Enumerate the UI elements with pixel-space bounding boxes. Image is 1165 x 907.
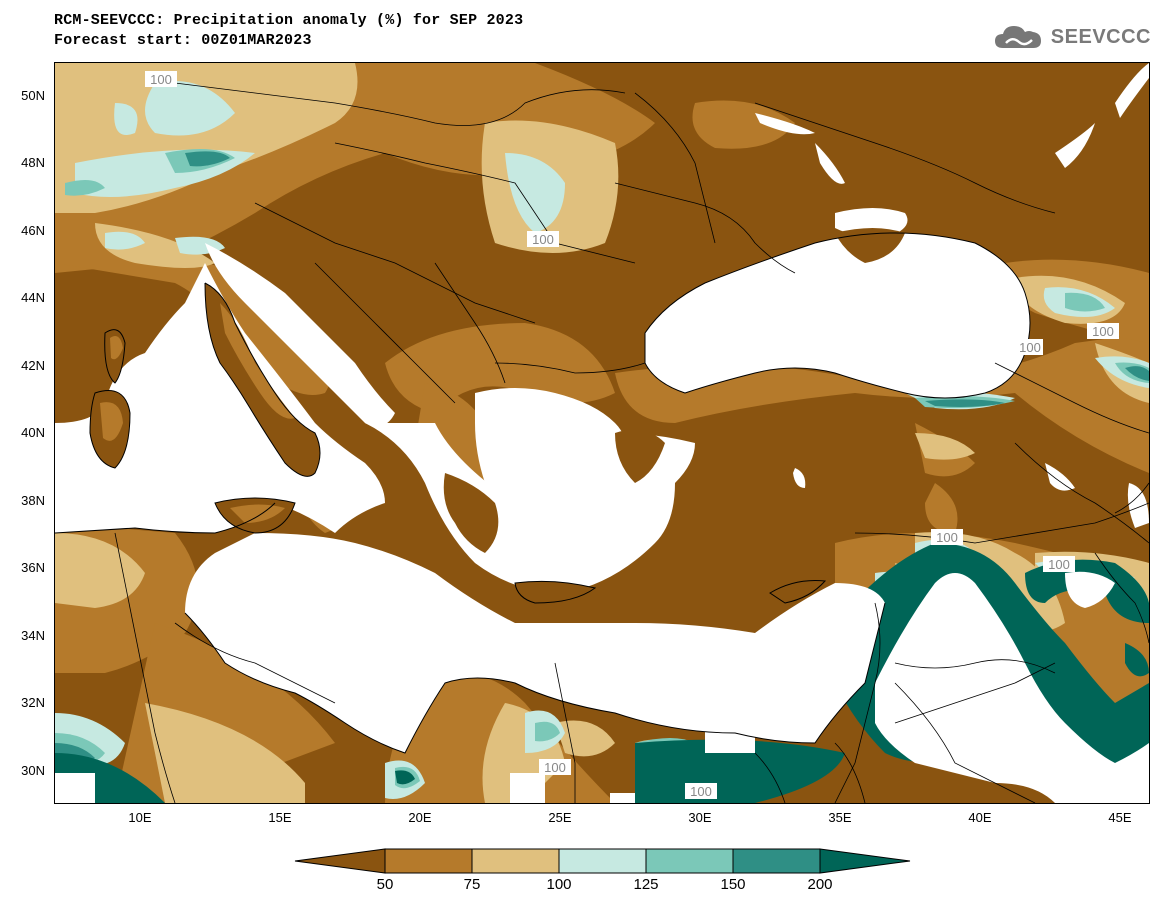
lat-label-30n: 30N bbox=[21, 763, 45, 778]
lat-label-48n: 48N bbox=[21, 155, 45, 170]
lon-label-20e: 20E bbox=[408, 810, 432, 825]
colorbar-segment-75-100 bbox=[471, 848, 560, 874]
colorbar-tick-label: 50 bbox=[376, 876, 394, 893]
logo-text: SEEVCCC bbox=[1050, 25, 1151, 48]
svg-text:100: 100 bbox=[544, 760, 566, 775]
colorbar-tick-label: 200 bbox=[807, 876, 833, 893]
lat-label-44n: 44N bbox=[21, 290, 45, 305]
contour-label: 100 bbox=[1043, 556, 1075, 572]
lat-label-32n: 32N bbox=[21, 695, 45, 710]
lon-label-45e: 45E bbox=[1108, 810, 1132, 825]
lat-label-38n: 38N bbox=[21, 493, 45, 508]
sea-areas bbox=[55, 63, 1149, 803]
colorbar-segment-150-200 bbox=[732, 848, 821, 874]
chart-title: RCM-SEEVCCC: Precipitation anomaly (%) f… bbox=[54, 12, 524, 29]
lat-label-46n: 46N bbox=[21, 223, 45, 238]
lon-label-30e: 30E bbox=[688, 810, 712, 825]
chart-subtitle: Forecast start: 00Z01MAR2023 bbox=[54, 32, 312, 49]
svg-text:100: 100 bbox=[1048, 557, 1070, 572]
lat-label-36n: 36N bbox=[21, 560, 45, 575]
svg-text:100: 100 bbox=[1019, 340, 1041, 355]
cloud-icon bbox=[994, 26, 1041, 48]
contour-label: 100 bbox=[145, 71, 177, 87]
colorbar-segment-above-200 bbox=[819, 848, 911, 874]
precipitation-anomaly-map: 100 100 100 100 100 100 bbox=[54, 62, 1150, 804]
colorbar-segment-125-150 bbox=[645, 848, 734, 874]
lat-label-40n: 40N bbox=[21, 425, 45, 440]
lon-label-10e: 10E bbox=[128, 810, 152, 825]
colorbar bbox=[294, 848, 911, 874]
contour-label: 100 bbox=[931, 529, 963, 545]
colorbar-tick-label: 150 bbox=[720, 876, 746, 893]
svg-text:100: 100 bbox=[936, 530, 958, 545]
country-borders bbox=[114, 82, 1149, 803]
colorbar-segment-100-125 bbox=[558, 848, 647, 874]
seevccc-logo: SEEVCCC bbox=[993, 22, 1151, 52]
lon-label-35e: 35E bbox=[828, 810, 852, 825]
colorbar-segment-50-75 bbox=[384, 848, 473, 874]
lat-label-42n: 42N bbox=[21, 358, 45, 373]
contour-labels: 100 100 100 100 100 100 bbox=[145, 71, 1119, 799]
anomaly-75-100-regions bbox=[55, 63, 1149, 803]
colorbar-tick-label: 75 bbox=[463, 876, 481, 893]
svg-text:100: 100 bbox=[150, 72, 172, 87]
contour-label: 100 bbox=[685, 783, 717, 799]
colorbar-segment-below-50 bbox=[294, 848, 386, 874]
svg-text:100: 100 bbox=[532, 232, 554, 247]
contour-label: 100 bbox=[1017, 339, 1043, 355]
islands-shade bbox=[100, 303, 295, 523]
colorbar-tick-label: 100 bbox=[546, 876, 572, 893]
contour-label: 100 bbox=[527, 231, 559, 247]
lat-label-50n: 50N bbox=[21, 88, 45, 103]
contour-label: 100 bbox=[539, 759, 571, 775]
lon-label-40e: 40E bbox=[968, 810, 992, 825]
lat-label-34n: 34N bbox=[21, 628, 45, 643]
colorbar-tick-label: 125 bbox=[633, 876, 659, 893]
lon-label-25e: 25E bbox=[548, 810, 572, 825]
svg-text:100: 100 bbox=[690, 784, 712, 799]
lon-label-15e: 15E bbox=[268, 810, 292, 825]
svg-text:100: 100 bbox=[1092, 324, 1114, 339]
contour-label: 100 bbox=[1087, 323, 1119, 339]
